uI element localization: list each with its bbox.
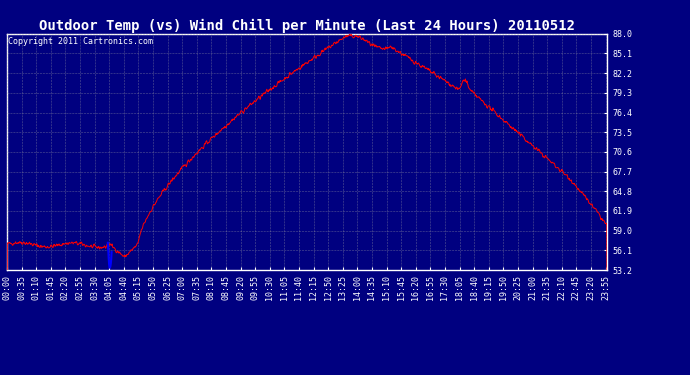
Title: Outdoor Temp (vs) Wind Chill per Minute (Last 24 Hours) 20110512: Outdoor Temp (vs) Wind Chill per Minute … bbox=[39, 18, 575, 33]
Text: Copyright 2011 Cartronics.com: Copyright 2011 Cartronics.com bbox=[8, 37, 153, 46]
